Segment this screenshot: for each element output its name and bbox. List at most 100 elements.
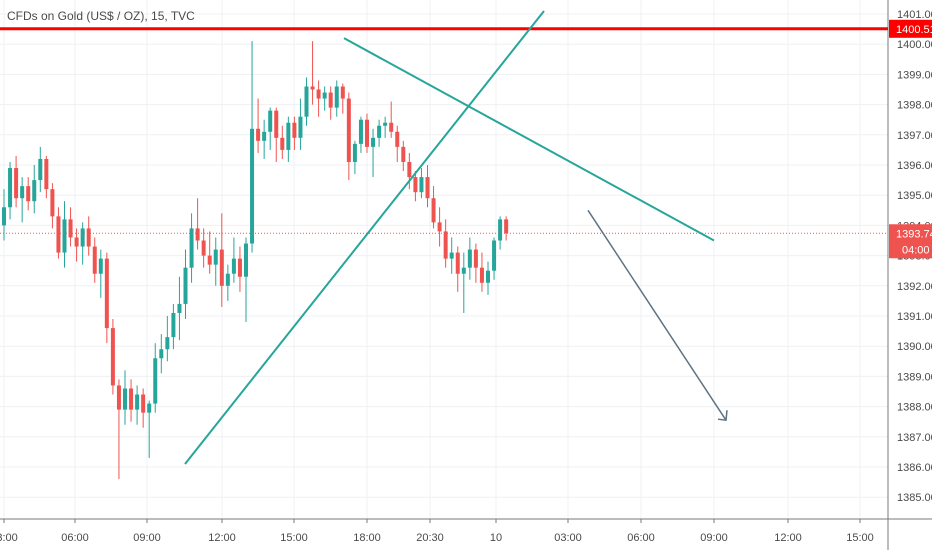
- candle-down: [437, 207, 442, 247]
- candle-down: [50, 183, 55, 229]
- candle-body: [334, 86, 339, 108]
- candle-body: [62, 219, 67, 253]
- x-tick-label: 03:00: [0, 532, 18, 544]
- candle-up: [213, 237, 218, 286]
- candle-body: [201, 240, 206, 256]
- candle-body: [358, 119, 363, 144]
- y-tick-label: 1395.00: [897, 190, 932, 202]
- candle-body: [425, 177, 430, 199]
- candle-down: [104, 252, 109, 344]
- candle-body: [219, 249, 224, 286]
- candle-down: [14, 155, 19, 208]
- candle-body: [346, 98, 351, 162]
- candle-body: [431, 198, 436, 223]
- candle-down: [110, 319, 115, 395]
- candle-body: [262, 131, 267, 141]
- candle-body: [92, 246, 97, 274]
- candle-body: [213, 249, 218, 265]
- candle-body: [256, 128, 261, 141]
- candle-down: [389, 101, 394, 138]
- candle-body: [225, 273, 230, 286]
- candle-body: [377, 125, 382, 138]
- candle-up: [123, 370, 127, 425]
- candle-body: [171, 312, 176, 338]
- candle-body: [395, 131, 400, 147]
- candle-up: [189, 213, 194, 283]
- candle-body: [268, 110, 273, 132]
- x-tick-label: 12:00: [208, 532, 236, 544]
- candle-down: [256, 98, 261, 153]
- candle-body: [159, 349, 164, 359]
- y-tick-label: 1398.00: [897, 100, 932, 112]
- candle-up: [304, 77, 309, 126]
- candle-up: [262, 119, 267, 159]
- candle-down: [407, 152, 412, 190]
- last-price-tag: [889, 224, 932, 259]
- candle-down: [504, 216, 509, 241]
- candle-up: [467, 237, 472, 280]
- candle-body: [50, 189, 55, 217]
- candle-body: [498, 219, 503, 241]
- candle-up: [352, 140, 357, 175]
- y-tick-label: 1400.00: [897, 39, 932, 51]
- candle-up: [498, 216, 503, 250]
- candle-down: [201, 228, 206, 268]
- x-tick-label: 06:00: [627, 532, 655, 544]
- x-tick-label: 15:00: [846, 532, 874, 544]
- candle-down: [116, 379, 121, 480]
- candle-down: [395, 125, 400, 162]
- candle-body: [316, 89, 321, 99]
- candle-up: [322, 86, 327, 111]
- candle-down: [365, 113, 369, 153]
- candle-down: [280, 125, 285, 159]
- candle-body: [189, 228, 194, 268]
- candle-body: [183, 267, 188, 304]
- x-tick-label: 20:30: [416, 532, 444, 544]
- candle-up: [171, 303, 176, 350]
- candle-body: [455, 252, 460, 274]
- candle-body: [250, 128, 255, 244]
- candle-up: [80, 222, 85, 265]
- candle-body: [365, 119, 369, 147]
- candle-body: [44, 158, 49, 190]
- candle-body: [129, 388, 134, 410]
- y-tick-label: 1388.00: [897, 402, 932, 414]
- candle-body: [147, 403, 152, 413]
- candle-up: [147, 400, 152, 458]
- candle-up: [32, 165, 37, 214]
- x-tick-label: 12:00: [774, 532, 802, 544]
- candle-down: [340, 83, 345, 114]
- candle-body: [104, 258, 109, 329]
- y-tick-label: 1391.00: [897, 311, 932, 323]
- candle-body: [20, 186, 25, 199]
- candle-up: [183, 249, 188, 320]
- candle-up: [250, 41, 255, 253]
- candle-down: [74, 228, 79, 262]
- candle-down: [237, 246, 242, 292]
- y-tick-label: 1397.00: [897, 130, 932, 142]
- candle-down: [346, 92, 351, 181]
- y-tick-label: 1390.00: [897, 341, 932, 353]
- candle-body: [492, 240, 497, 271]
- candle-body: [473, 249, 478, 268]
- x-tick-label: 18:00: [353, 532, 381, 544]
- y-axis: 1401.00 1400.00 1399.00 1398.00 1397.00 1396.…: [887, 0, 932, 550]
- last-price-label: 1393.74: [896, 228, 932, 240]
- candle-down: [92, 237, 97, 283]
- candle-down: [292, 116, 297, 150]
- candle-down: [26, 177, 31, 211]
- projection-arrowhead: [717, 410, 728, 422]
- candle-up: [334, 80, 339, 117]
- candle-body: [177, 303, 182, 313]
- candle-body: [86, 228, 91, 247]
- x-tick-label: 03:00: [554, 532, 582, 544]
- candle-body: [413, 177, 418, 193]
- candle-body: [286, 122, 291, 150]
- candle-down: [328, 86, 333, 120]
- candle-body: [383, 122, 388, 126]
- candle-down: [219, 213, 224, 307]
- candle-body: [26, 186, 31, 202]
- candle-up: [486, 261, 490, 295]
